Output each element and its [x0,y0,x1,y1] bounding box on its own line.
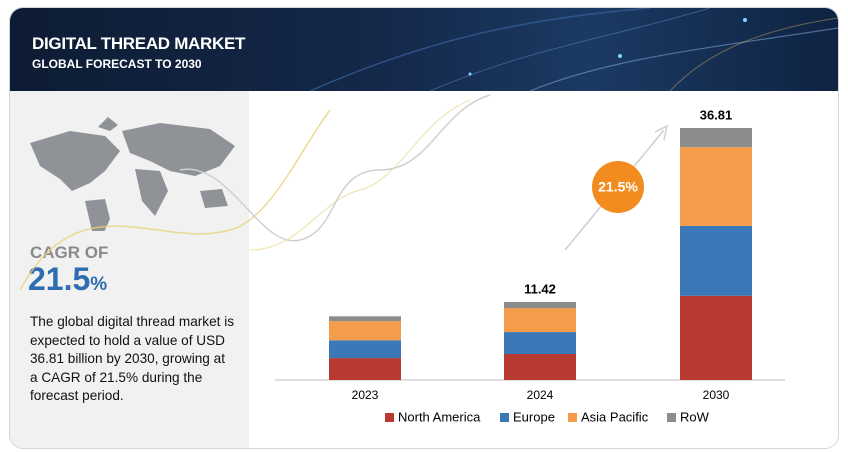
total-label: 11.42 [524,281,556,296]
bar-segment [329,340,401,359]
bar-segment [680,295,752,380]
cagr-badge [592,161,644,213]
header-decor [309,8,838,91]
cagr-label: CAGR OF [30,243,109,262]
bar-segment [504,353,576,380]
legend-label: Asia Pacific [581,409,649,424]
legend-label: Europe [513,409,555,424]
bar-segment [329,358,401,380]
x-tick-label: 2024 [527,388,554,402]
bar-segment [329,316,401,322]
cagr-unit: % [90,274,108,295]
cagr-number: 21.5 [28,261,91,297]
legend-label: RoW [680,409,710,424]
trend-arrow-head [654,124,669,141]
world-map [30,117,235,231]
cagr-value: 21.5% [28,261,107,298]
bar-segment [504,308,576,333]
bar-segment [680,225,752,296]
cagr-badge-text: 21.5% [598,179,638,195]
sidebar: CAGR OF 21.5% The global digital thread … [10,91,249,448]
bar-segment [504,332,576,354]
description: The global digital thread market is expe… [30,314,235,404]
legend-swatch [568,413,577,422]
x-tick-label: 2023 [352,388,379,402]
bar-segment [329,321,401,341]
subtitle: GLOBAL FORECAST TO 2030 [32,57,202,71]
total-label: 36.81 [700,107,733,122]
title: DIGITAL THREAD MARKET [32,34,246,53]
bar-segment [504,301,576,309]
x-tick-label: 2030 [703,388,730,402]
legend-swatch [385,413,394,422]
legend-swatch [667,413,676,422]
legend-swatch [500,413,509,422]
legend-label: North America [398,409,481,424]
header: DIGITAL THREAD MARKET GLOBAL FORECAST TO… [10,8,838,91]
bar-segment [680,147,752,226]
bar-segment [680,128,752,148]
